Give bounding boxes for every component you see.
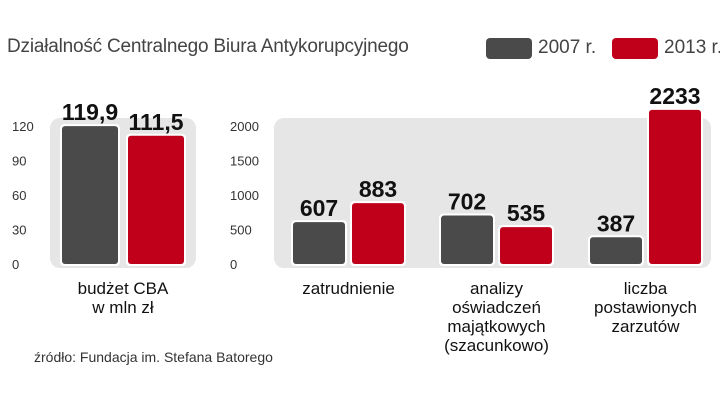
y-tick-label: 1000 — [230, 188, 259, 203]
source-note: źródło: Fundacja im. Stefana Batorego — [34, 349, 273, 365]
category-label: liczba — [624, 279, 668, 298]
value-label: 111,5 — [128, 109, 183, 135]
category-label: zatrudnienie — [302, 279, 395, 298]
chart-title: Działalność Centralnego Biura Antykorupc… — [7, 36, 409, 57]
y-tick-label: 2000 — [230, 119, 259, 134]
value-label: 2233 — [649, 83, 700, 109]
legend-swatch-2007 — [486, 37, 532, 59]
value-label: 702 — [448, 189, 486, 215]
y-tick-label: 0 — [12, 257, 19, 272]
bar — [590, 237, 642, 264]
y-tick-label: 90 — [12, 154, 26, 169]
legend-item-2013: 2013 r. — [612, 36, 720, 60]
bar — [62, 126, 118, 265]
y-tick-label: 60 — [12, 188, 26, 203]
category-label: w mln zł — [91, 298, 154, 317]
legend-swatch-2013 — [612, 37, 658, 59]
legend-label-2007: 2007 r. — [538, 37, 597, 58]
value-label: 119,9 — [62, 99, 118, 125]
category-label: analizy — [470, 279, 523, 298]
bar — [441, 215, 493, 264]
category-label: zarzutów — [611, 317, 680, 336]
value-label: 535 — [507, 200, 546, 226]
value-label: 607 — [300, 195, 338, 221]
category-label: majątkowych — [447, 317, 545, 336]
value-label: 883 — [359, 176, 397, 202]
category-label: oświadczeń — [452, 298, 541, 317]
category-label: (szacunkowo) — [444, 336, 549, 355]
bar — [352, 203, 404, 264]
legend-item-2007: 2007 r. — [486, 36, 596, 60]
y-tick-label: 30 — [12, 223, 26, 238]
y-tick-label: 120 — [12, 119, 34, 134]
bar — [649, 109, 701, 264]
y-tick-label: 0 — [230, 257, 237, 272]
bar — [500, 227, 552, 264]
category-label: postawionych — [594, 298, 697, 317]
bar — [128, 135, 184, 264]
bar — [293, 222, 345, 264]
value-label: 387 — [597, 210, 635, 236]
y-tick-label: 1500 — [230, 154, 259, 169]
y-tick-label: 500 — [230, 223, 252, 238]
legend-label-2013: 2013 r. — [664, 37, 720, 58]
category-label: budżet CBA — [78, 279, 169, 298]
